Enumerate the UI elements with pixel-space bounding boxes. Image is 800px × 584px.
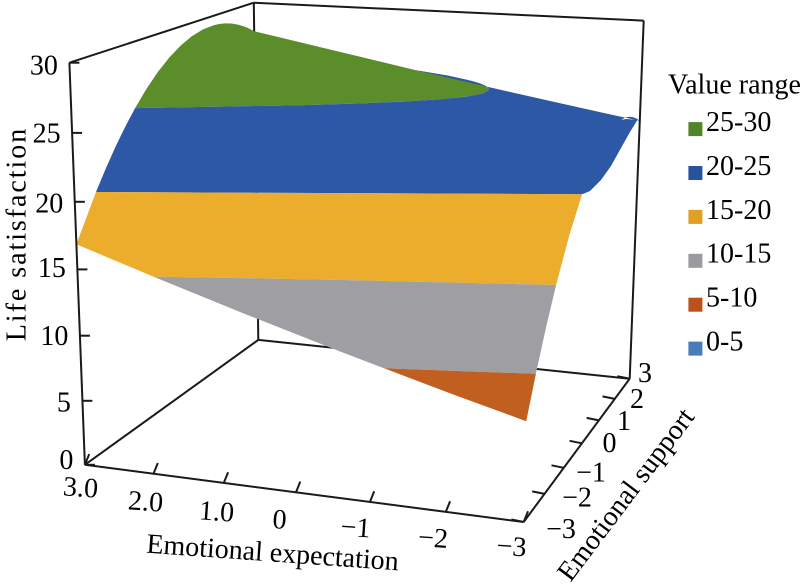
svg-text:25-30: 25-30 [706, 107, 771, 138]
svg-text:Value range: Value range [668, 70, 800, 101]
svg-text:5-10: 5-10 [706, 283, 757, 314]
svg-text:15: 15 [38, 253, 66, 284]
svg-text:0: 0 [603, 428, 617, 459]
svg-text:2: 2 [630, 384, 644, 415]
svg-text:20-25: 20-25 [706, 151, 771, 182]
svg-text:5: 5 [57, 388, 71, 419]
svg-text:15-20: 15-20 [706, 195, 771, 226]
svg-text:10: 10 [40, 321, 68, 352]
svg-text:2.0: 2.0 [127, 485, 164, 518]
svg-text:3: 3 [638, 358, 652, 389]
svg-text:10-15: 10-15 [706, 239, 771, 270]
svg-text:0-5: 0-5 [706, 327, 743, 358]
svg-text:Life satisfaction: Life satisfaction [1, 127, 32, 341]
svg-text:−3: −3 [496, 531, 528, 564]
svg-text:−3: −3 [546, 514, 576, 545]
svg-text:1: 1 [617, 406, 631, 437]
svg-text:−2: −2 [417, 522, 449, 555]
svg-text:3.0: 3.0 [62, 471, 99, 504]
svg-text:−2: −2 [562, 483, 592, 514]
svg-text:30: 30 [30, 51, 58, 82]
svg-text:0: 0 [272, 504, 288, 536]
svg-text:0: 0 [59, 445, 73, 476]
svg-text:20: 20 [35, 189, 63, 220]
svg-text:25: 25 [33, 118, 61, 149]
svg-text:−1: −1 [340, 512, 372, 545]
svg-text:1.0: 1.0 [198, 495, 235, 528]
svg-text:−1: −1 [576, 458, 606, 489]
